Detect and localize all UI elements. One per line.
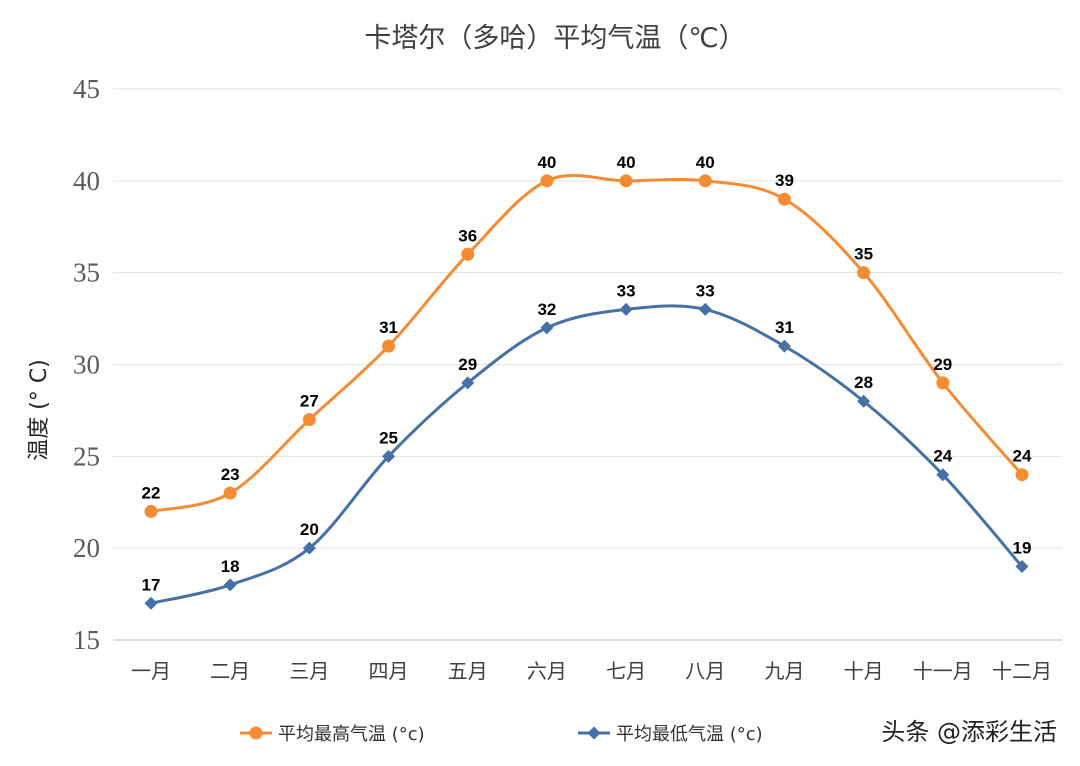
data-point bbox=[698, 174, 712, 188]
data-point bbox=[540, 321, 554, 335]
data-label: 20 bbox=[300, 520, 319, 539]
data-label: 24 bbox=[1013, 447, 1032, 466]
data-point bbox=[619, 302, 633, 316]
data-point bbox=[1015, 560, 1029, 574]
data-point bbox=[461, 247, 475, 261]
data-label: 35 bbox=[854, 245, 873, 264]
y-axis-label: 温度 (° C) bbox=[27, 359, 52, 461]
watermark: 头条 @添彩生活 bbox=[881, 718, 1057, 746]
x-tick-label: 三月 bbox=[289, 659, 329, 683]
data-label: 33 bbox=[696, 281, 715, 300]
x-tick-label: 十二月 bbox=[992, 659, 1052, 683]
data-label: 29 bbox=[933, 355, 952, 374]
data-point bbox=[144, 504, 158, 518]
data-label: 28 bbox=[854, 373, 873, 392]
legend-label: 平均最高气温 (°c) bbox=[278, 724, 425, 745]
data-label: 18 bbox=[221, 557, 240, 576]
data-point bbox=[857, 394, 871, 408]
series-max: 22 23 27 31 36 40 40 40 39 35 29 24 bbox=[142, 153, 1032, 518]
legend-item: 平均最低气温 (°c) bbox=[578, 724, 763, 745]
data-label: 40 bbox=[696, 153, 715, 172]
data-label: 17 bbox=[142, 575, 161, 594]
legend-label: 平均最低气温 (°c) bbox=[616, 724, 763, 745]
data-point bbox=[461, 376, 475, 390]
data-point bbox=[302, 413, 316, 427]
x-tick-label: 七月 bbox=[606, 659, 646, 683]
x-tick-label: 十一月 bbox=[913, 659, 973, 683]
data-point bbox=[857, 266, 871, 280]
data-label: 29 bbox=[458, 355, 477, 374]
data-label: 39 bbox=[775, 171, 794, 190]
data-label: 23 bbox=[221, 465, 240, 484]
y-tick-label: 45 bbox=[73, 74, 100, 104]
x-tick-label: 五月 bbox=[448, 659, 488, 683]
data-label: 32 bbox=[537, 300, 556, 319]
legend-item: 平均最高气温 (°c) bbox=[240, 724, 425, 745]
data-point bbox=[936, 468, 950, 482]
x-tick-label: 一月 bbox=[131, 659, 171, 683]
data-point bbox=[382, 339, 396, 353]
x-tick-label: 九月 bbox=[764, 659, 804, 683]
legend-marker bbox=[249, 726, 263, 740]
data-label: 36 bbox=[458, 226, 477, 245]
series-line bbox=[150, 173, 1024, 513]
y-tick-label: 20 bbox=[73, 533, 100, 563]
data-point bbox=[777, 192, 791, 206]
data-label: 31 bbox=[379, 318, 398, 337]
legend-marker bbox=[587, 726, 601, 740]
data-label: 40 bbox=[537, 153, 556, 172]
data-label: 22 bbox=[142, 483, 161, 502]
x-tick-label: 四月 bbox=[369, 659, 409, 683]
x-tick-label: 二月 bbox=[210, 659, 250, 683]
data-label: 40 bbox=[617, 153, 636, 172]
data-point bbox=[223, 486, 237, 500]
data-point bbox=[936, 376, 950, 390]
data-label: 24 bbox=[933, 447, 952, 466]
x-tick-label: 八月 bbox=[685, 659, 725, 683]
data-label: 33 bbox=[617, 281, 636, 300]
data-point bbox=[698, 302, 712, 316]
x-tick-label: 六月 bbox=[527, 659, 567, 683]
data-point bbox=[223, 578, 237, 592]
data-point bbox=[619, 174, 633, 188]
series-line bbox=[150, 304, 1024, 605]
data-point bbox=[1015, 468, 1029, 482]
data-label: 19 bbox=[1013, 539, 1032, 558]
x-tick-label: 十月 bbox=[844, 659, 884, 683]
series-min: 17 18 20 25 29 32 33 33 31 28 24 19 bbox=[142, 281, 1032, 610]
data-point bbox=[302, 541, 316, 555]
y-tick-label: 15 bbox=[73, 625, 100, 655]
data-label: 31 bbox=[775, 318, 794, 337]
data-point bbox=[144, 596, 158, 610]
data-point bbox=[777, 339, 791, 353]
y-tick-label: 35 bbox=[73, 258, 100, 288]
data-point bbox=[382, 449, 396, 463]
data-label: 25 bbox=[379, 428, 398, 447]
data-label: 27 bbox=[300, 392, 319, 411]
y-tick-label: 40 bbox=[73, 166, 100, 196]
y-tick-label: 30 bbox=[73, 350, 100, 380]
chart-title: 卡塔尔（多哈）平均气温（℃） bbox=[364, 23, 745, 54]
data-point bbox=[540, 174, 554, 188]
y-tick-label: 25 bbox=[73, 441, 100, 471]
